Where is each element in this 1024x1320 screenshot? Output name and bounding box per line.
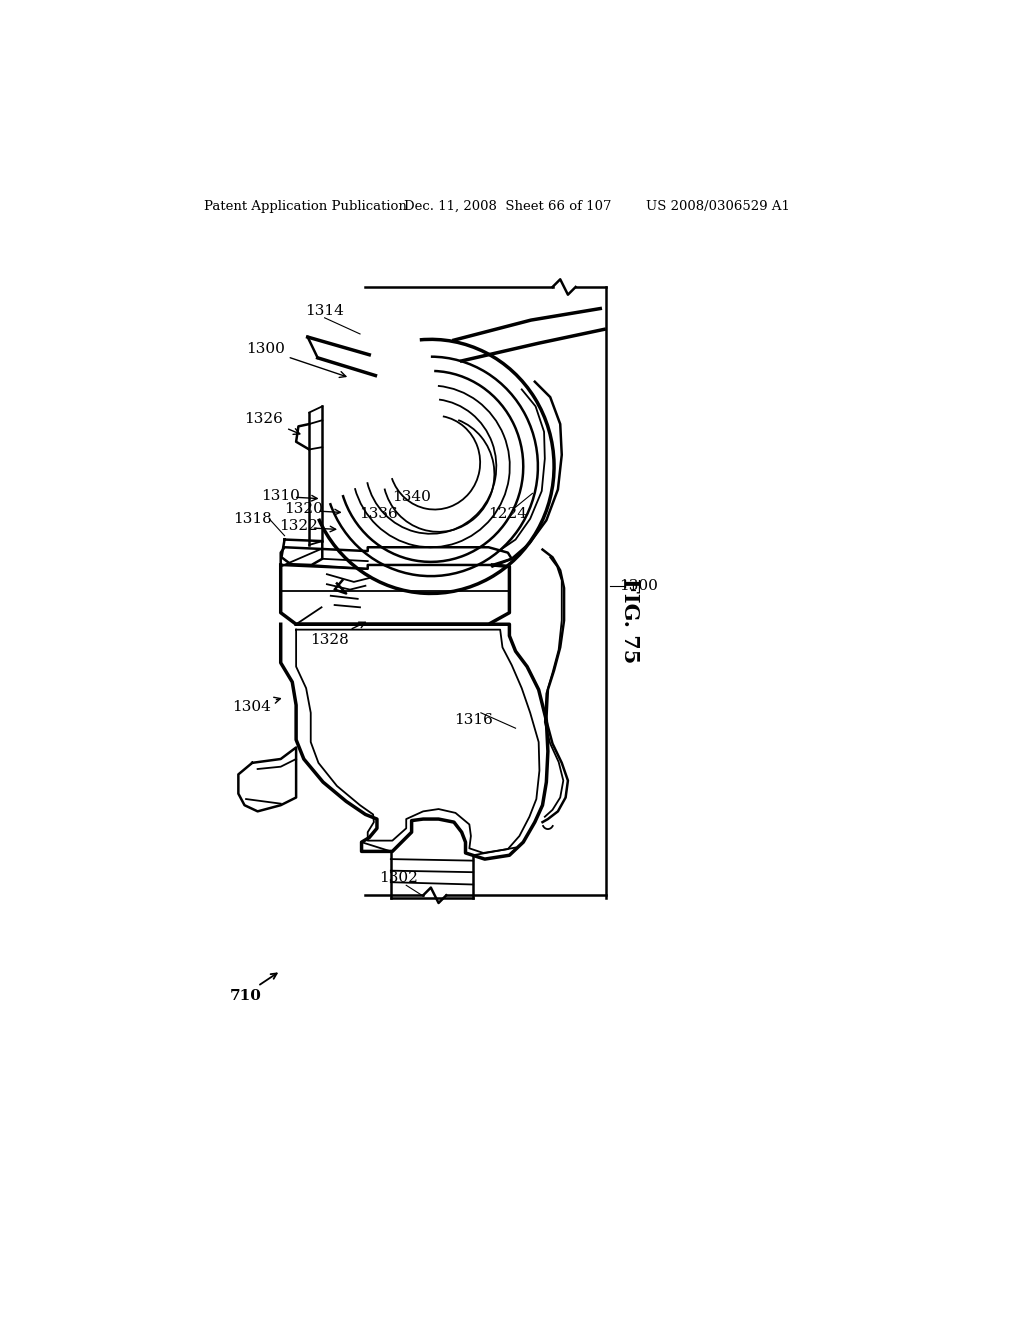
- Text: FIG. 75: FIG. 75: [620, 578, 640, 663]
- Text: 1302: 1302: [379, 871, 418, 886]
- Text: 1316: 1316: [454, 714, 493, 727]
- Text: 1304: 1304: [232, 697, 281, 714]
- Text: 710: 710: [230, 989, 262, 1003]
- Text: 1300: 1300: [620, 578, 658, 593]
- Text: 1336: 1336: [359, 507, 398, 521]
- Text: 1300: 1300: [246, 342, 346, 378]
- Text: 1314: 1314: [305, 304, 344, 318]
- Text: 1326: 1326: [245, 412, 300, 434]
- Text: US 2008/0306529 A1: US 2008/0306529 A1: [646, 199, 791, 213]
- Text: 1340: 1340: [392, 490, 431, 504]
- Text: Dec. 11, 2008  Sheet 66 of 107: Dec. 11, 2008 Sheet 66 of 107: [403, 199, 611, 213]
- Text: 1224: 1224: [488, 507, 527, 521]
- Text: 1318: 1318: [232, 512, 271, 525]
- Text: 1320: 1320: [285, 502, 324, 516]
- Text: Patent Application Publication: Patent Application Publication: [204, 199, 407, 213]
- Text: 1322: 1322: [279, 519, 317, 533]
- Text: 1328: 1328: [310, 622, 366, 647]
- Text: 1310: 1310: [261, 488, 300, 503]
